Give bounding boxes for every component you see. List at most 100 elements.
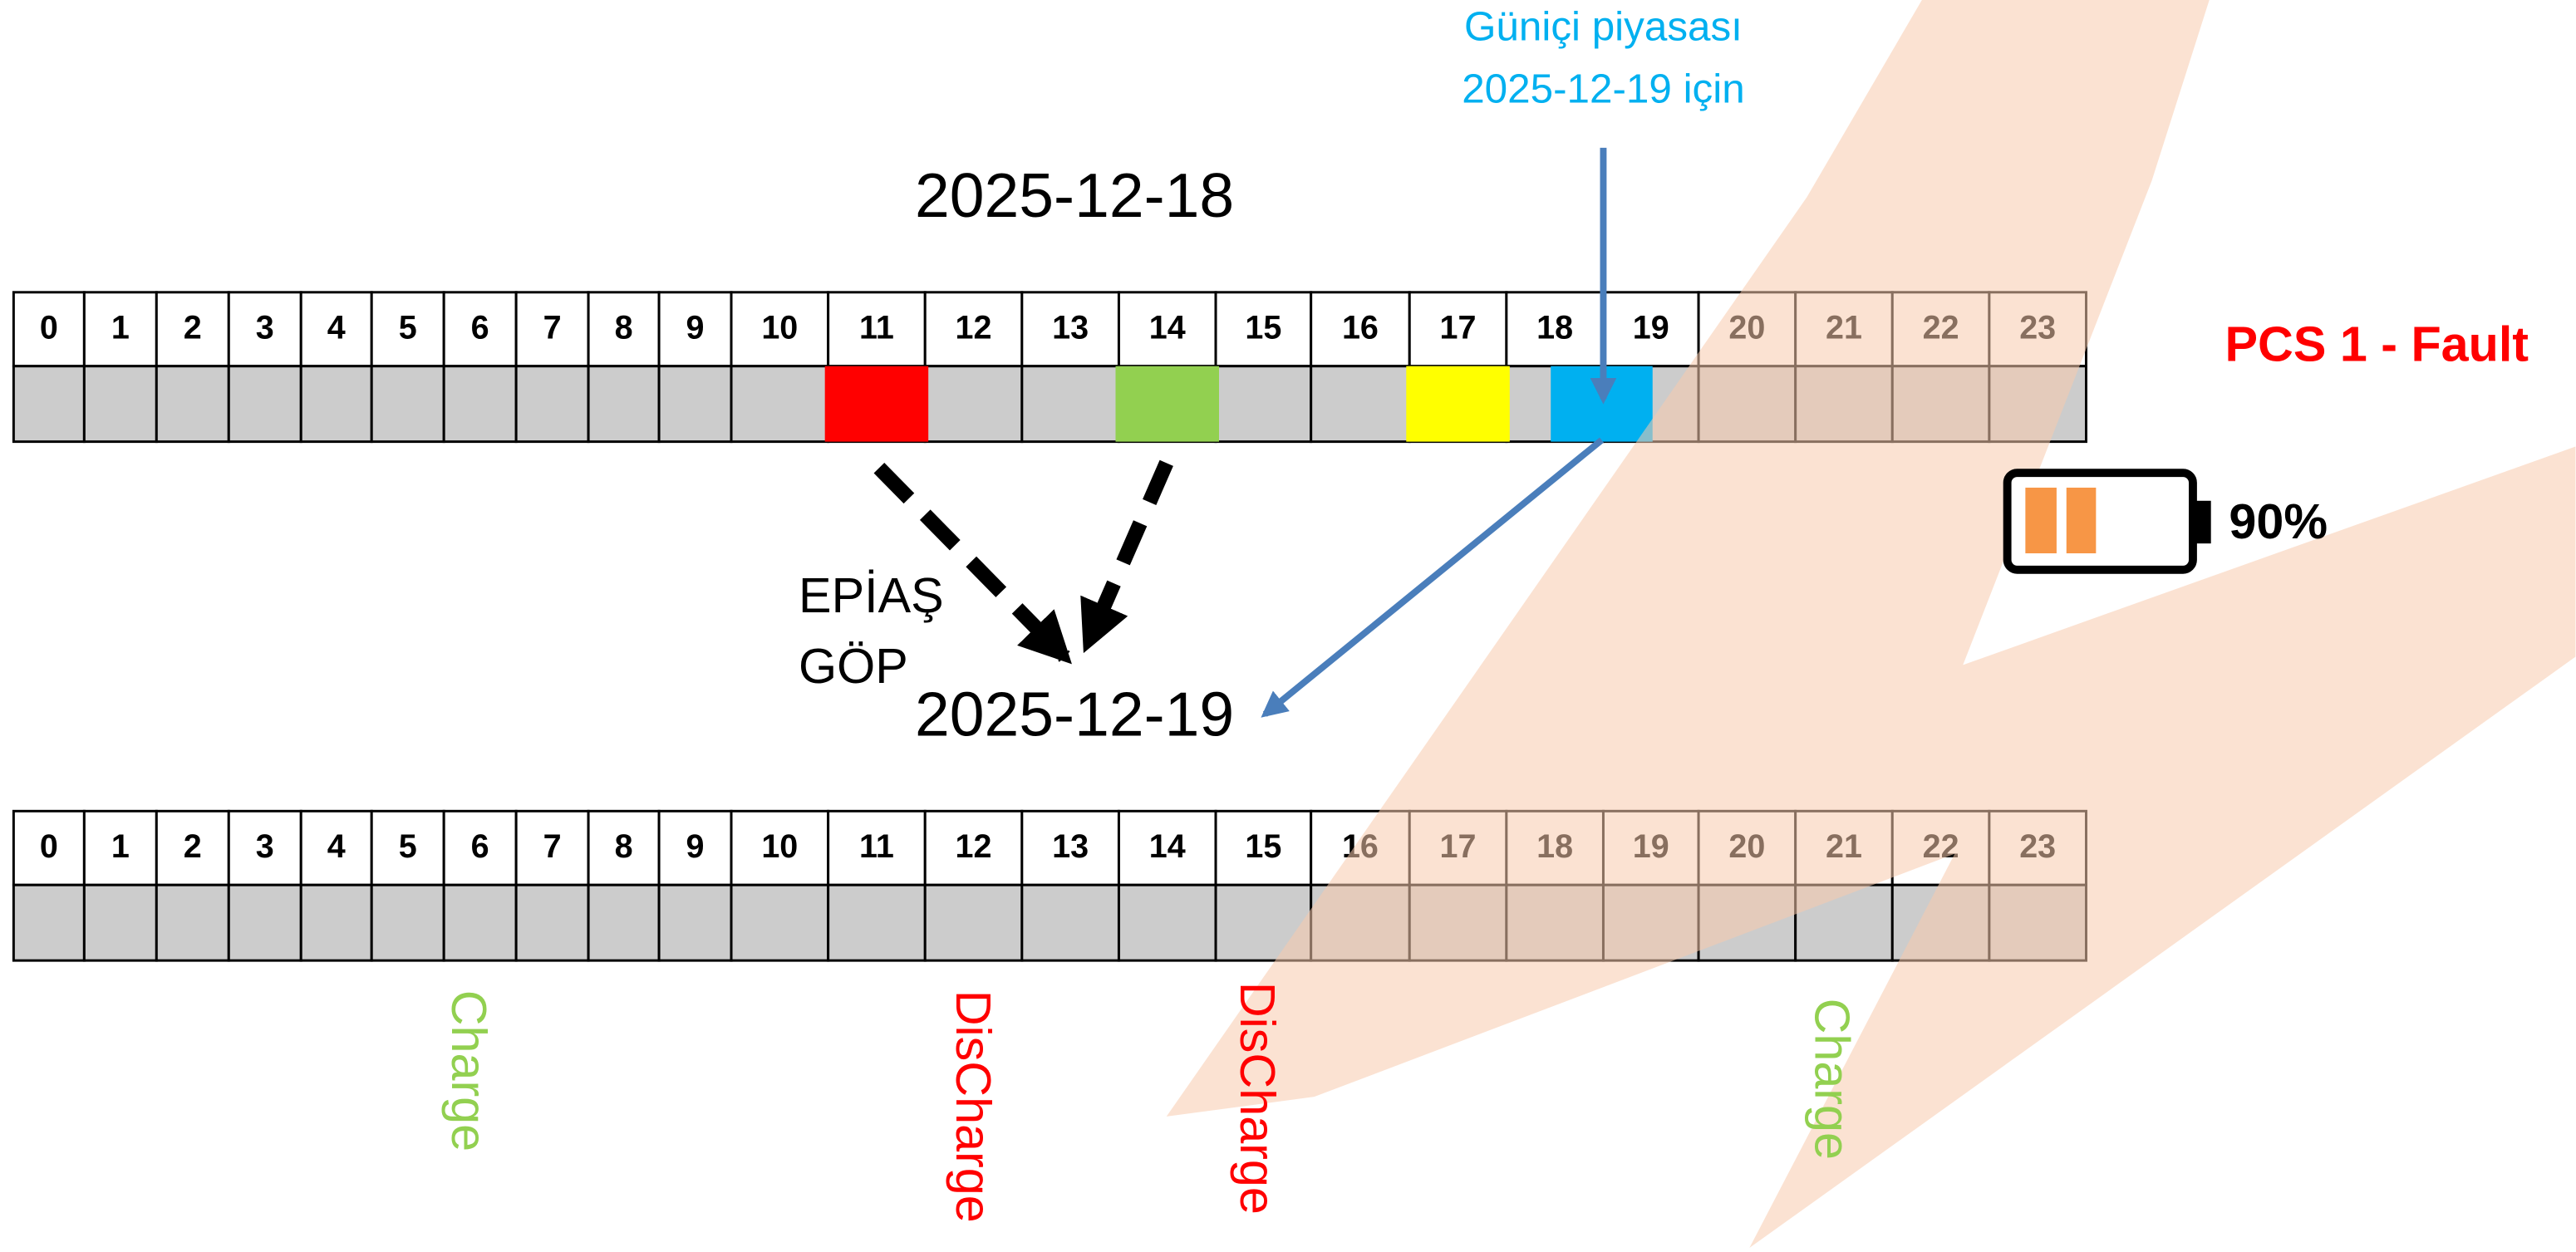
intraday-label: 2025-12-19 için — [1462, 66, 1744, 112]
hour-cell — [155, 883, 230, 962]
hour-cell — [827, 883, 927, 962]
hour-header — [730, 291, 830, 368]
hour-header — [12, 291, 86, 368]
hour-cell — [923, 365, 1024, 444]
hour-label: 16 — [1342, 310, 1379, 346]
hour-cell — [1117, 883, 1217, 962]
hour-cell — [730, 883, 830, 962]
hour-cell — [587, 883, 661, 962]
hour-header — [1408, 291, 1508, 368]
hour-cell — [442, 883, 518, 962]
battery — [2003, 469, 2211, 574]
hour-header — [923, 291, 1024, 368]
hour-cell — [442, 365, 518, 444]
hour-cell — [12, 883, 86, 962]
hour-label: 5 — [399, 828, 417, 865]
hour-label: 9 — [686, 828, 705, 865]
hour-label: 14 — [1149, 828, 1186, 865]
hour-label: 0 — [40, 828, 58, 865]
hour-cell — [1214, 883, 1313, 962]
hour-label: 8 — [615, 310, 633, 346]
hour-cell — [227, 365, 302, 444]
hour-cell — [370, 883, 445, 962]
hour-label: 0 — [40, 310, 58, 346]
hour-header — [827, 809, 927, 886]
market-label: EPİAŞ — [799, 567, 944, 623]
hour-header — [657, 291, 733, 368]
hour-label: 10 — [761, 828, 798, 865]
hour-header — [1214, 809, 1313, 886]
hour-label: 7 — [543, 310, 562, 346]
hour-label: 6 — [471, 828, 489, 865]
hour-label: 3 — [256, 310, 274, 346]
hour-label: 4 — [327, 310, 346, 346]
date-title: 2025-12-18 — [915, 160, 1234, 230]
hour-label: 1 — [111, 828, 130, 865]
hour-header — [370, 809, 445, 886]
action-label: Charge — [1805, 999, 1861, 1160]
hour-cell — [12, 365, 86, 444]
hour-label: 7 — [543, 828, 562, 865]
hour-cell — [299, 365, 373, 444]
hour-cell — [1020, 883, 1120, 962]
hour-label: 13 — [1052, 828, 1089, 865]
hour-label: 11 — [859, 828, 894, 865]
hour-label: 8 — [615, 828, 633, 865]
hour-label: 15 — [1245, 310, 1281, 346]
hour-cell — [514, 365, 590, 444]
scheduled-slot — [1406, 366, 1510, 442]
scheduled-slot — [824, 366, 929, 442]
market-label: GÖP — [799, 638, 908, 694]
arrow — [873, 463, 1072, 665]
action-label: DisCharge — [1230, 982, 1286, 1215]
hour-cell — [299, 883, 373, 962]
hour-label: 11 — [859, 310, 894, 346]
battery-level: 90% — [2229, 493, 2328, 549]
hour-header — [155, 809, 230, 886]
hour-label: 2 — [184, 310, 202, 346]
hour-cell — [923, 883, 1024, 962]
hour-label: 18 — [1536, 310, 1573, 346]
hour-cell — [155, 365, 230, 444]
hour-cell — [1214, 365, 1313, 444]
hour-cell — [657, 365, 733, 444]
hour-label: 9 — [686, 310, 705, 346]
hour-header — [1117, 291, 1217, 368]
hour-cell — [82, 365, 158, 444]
hour-header — [730, 809, 830, 886]
hour-label: 15 — [1245, 828, 1281, 865]
hour-label: 10 — [761, 310, 798, 346]
hour-header — [1020, 809, 1120, 886]
hour-label: 6 — [471, 310, 489, 346]
hour-cell — [514, 883, 590, 962]
hour-label: 14 — [1149, 310, 1186, 346]
date-title: 2025-12-19 — [915, 679, 1234, 749]
hour-header — [1505, 291, 1605, 368]
hour-header — [514, 291, 590, 368]
hour-cell — [587, 365, 661, 444]
hour-cell — [1020, 365, 1120, 444]
hour-header — [923, 809, 1024, 886]
hour-label: 19 — [1633, 310, 1669, 346]
hour-cell — [657, 883, 733, 962]
hour-label: 12 — [956, 310, 992, 346]
hour-header — [514, 809, 590, 886]
hour-label: 17 — [1440, 310, 1477, 346]
hour-header — [370, 291, 445, 368]
hour-cell — [82, 883, 158, 962]
hour-cell — [730, 365, 830, 444]
action-label: DisCharge — [946, 990, 1001, 1223]
arrow — [1261, 437, 1604, 718]
hour-label: 2 — [184, 828, 202, 865]
status-label: PCS 1 - Fault — [2225, 317, 2529, 372]
scheduled-slot — [1115, 366, 1219, 442]
hour-header — [227, 291, 302, 368]
hour-header — [1601, 291, 1700, 368]
intraday-label: Güniçi piyasası — [1464, 4, 1743, 50]
background-shape — [1166, 0, 2576, 1248]
hour-cell — [227, 883, 302, 962]
hour-label: 13 — [1052, 310, 1089, 346]
hour-label: 12 — [956, 828, 992, 865]
